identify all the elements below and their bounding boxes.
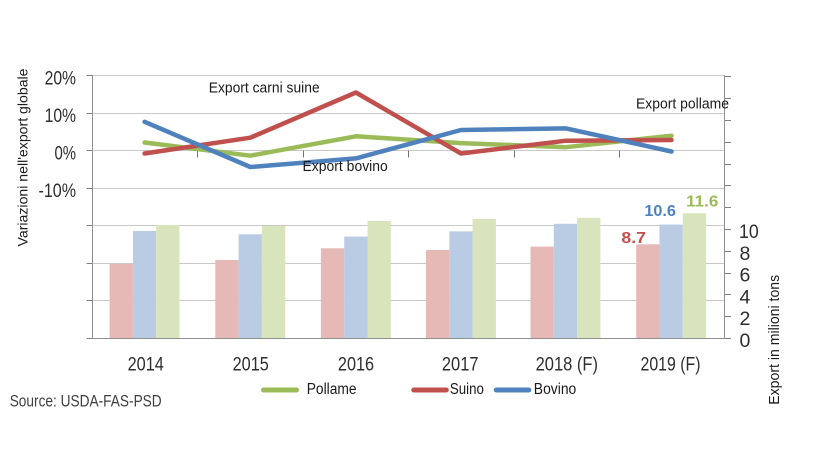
svg-text:Source: USDA-FAS-PSD: Source: USDA-FAS-PSD — [10, 393, 162, 411]
svg-text:4: 4 — [740, 286, 751, 308]
svg-text:Export carni suine: Export carni suine — [209, 80, 320, 97]
svg-text:8.7: 8.7 — [621, 230, 646, 247]
svg-text:2016: 2016 — [338, 354, 374, 376]
svg-text:10%: 10% — [45, 105, 76, 127]
svg-text:0: 0 — [740, 330, 751, 352]
svg-text:Export pollame: Export pollame — [636, 95, 729, 112]
svg-text:2019 (F): 2019 (F) — [641, 354, 701, 376]
svg-text:2015: 2015 — [233, 354, 269, 376]
svg-text:2018 (F): 2018 (F) — [536, 354, 598, 376]
svg-text:0%: 0% — [55, 142, 77, 164]
svg-text:2014: 2014 — [128, 354, 164, 376]
svg-text:2: 2 — [740, 308, 751, 330]
svg-text:Pollame: Pollame — [307, 381, 357, 398]
svg-text:10: 10 — [739, 221, 759, 243]
svg-text:2017: 2017 — [442, 354, 479, 376]
svg-text:Variazioni nell'export globale: Variazioni nell'export globale — [15, 68, 31, 246]
svg-text:Suino: Suino — [450, 381, 484, 398]
svg-text:Export in milioni tons: Export in milioni tons — [766, 275, 783, 405]
svg-text:11.6: 11.6 — [686, 193, 718, 210]
svg-text:Export bovino: Export bovino — [303, 158, 388, 175]
svg-text:8: 8 — [740, 243, 751, 265]
svg-text:10.6: 10.6 — [644, 203, 676, 220]
svg-text:-10%: -10% — [39, 180, 77, 202]
svg-text:20%: 20% — [45, 67, 76, 89]
svg-text:Bovino: Bovino — [534, 381, 577, 398]
svg-text:6: 6 — [740, 265, 751, 287]
